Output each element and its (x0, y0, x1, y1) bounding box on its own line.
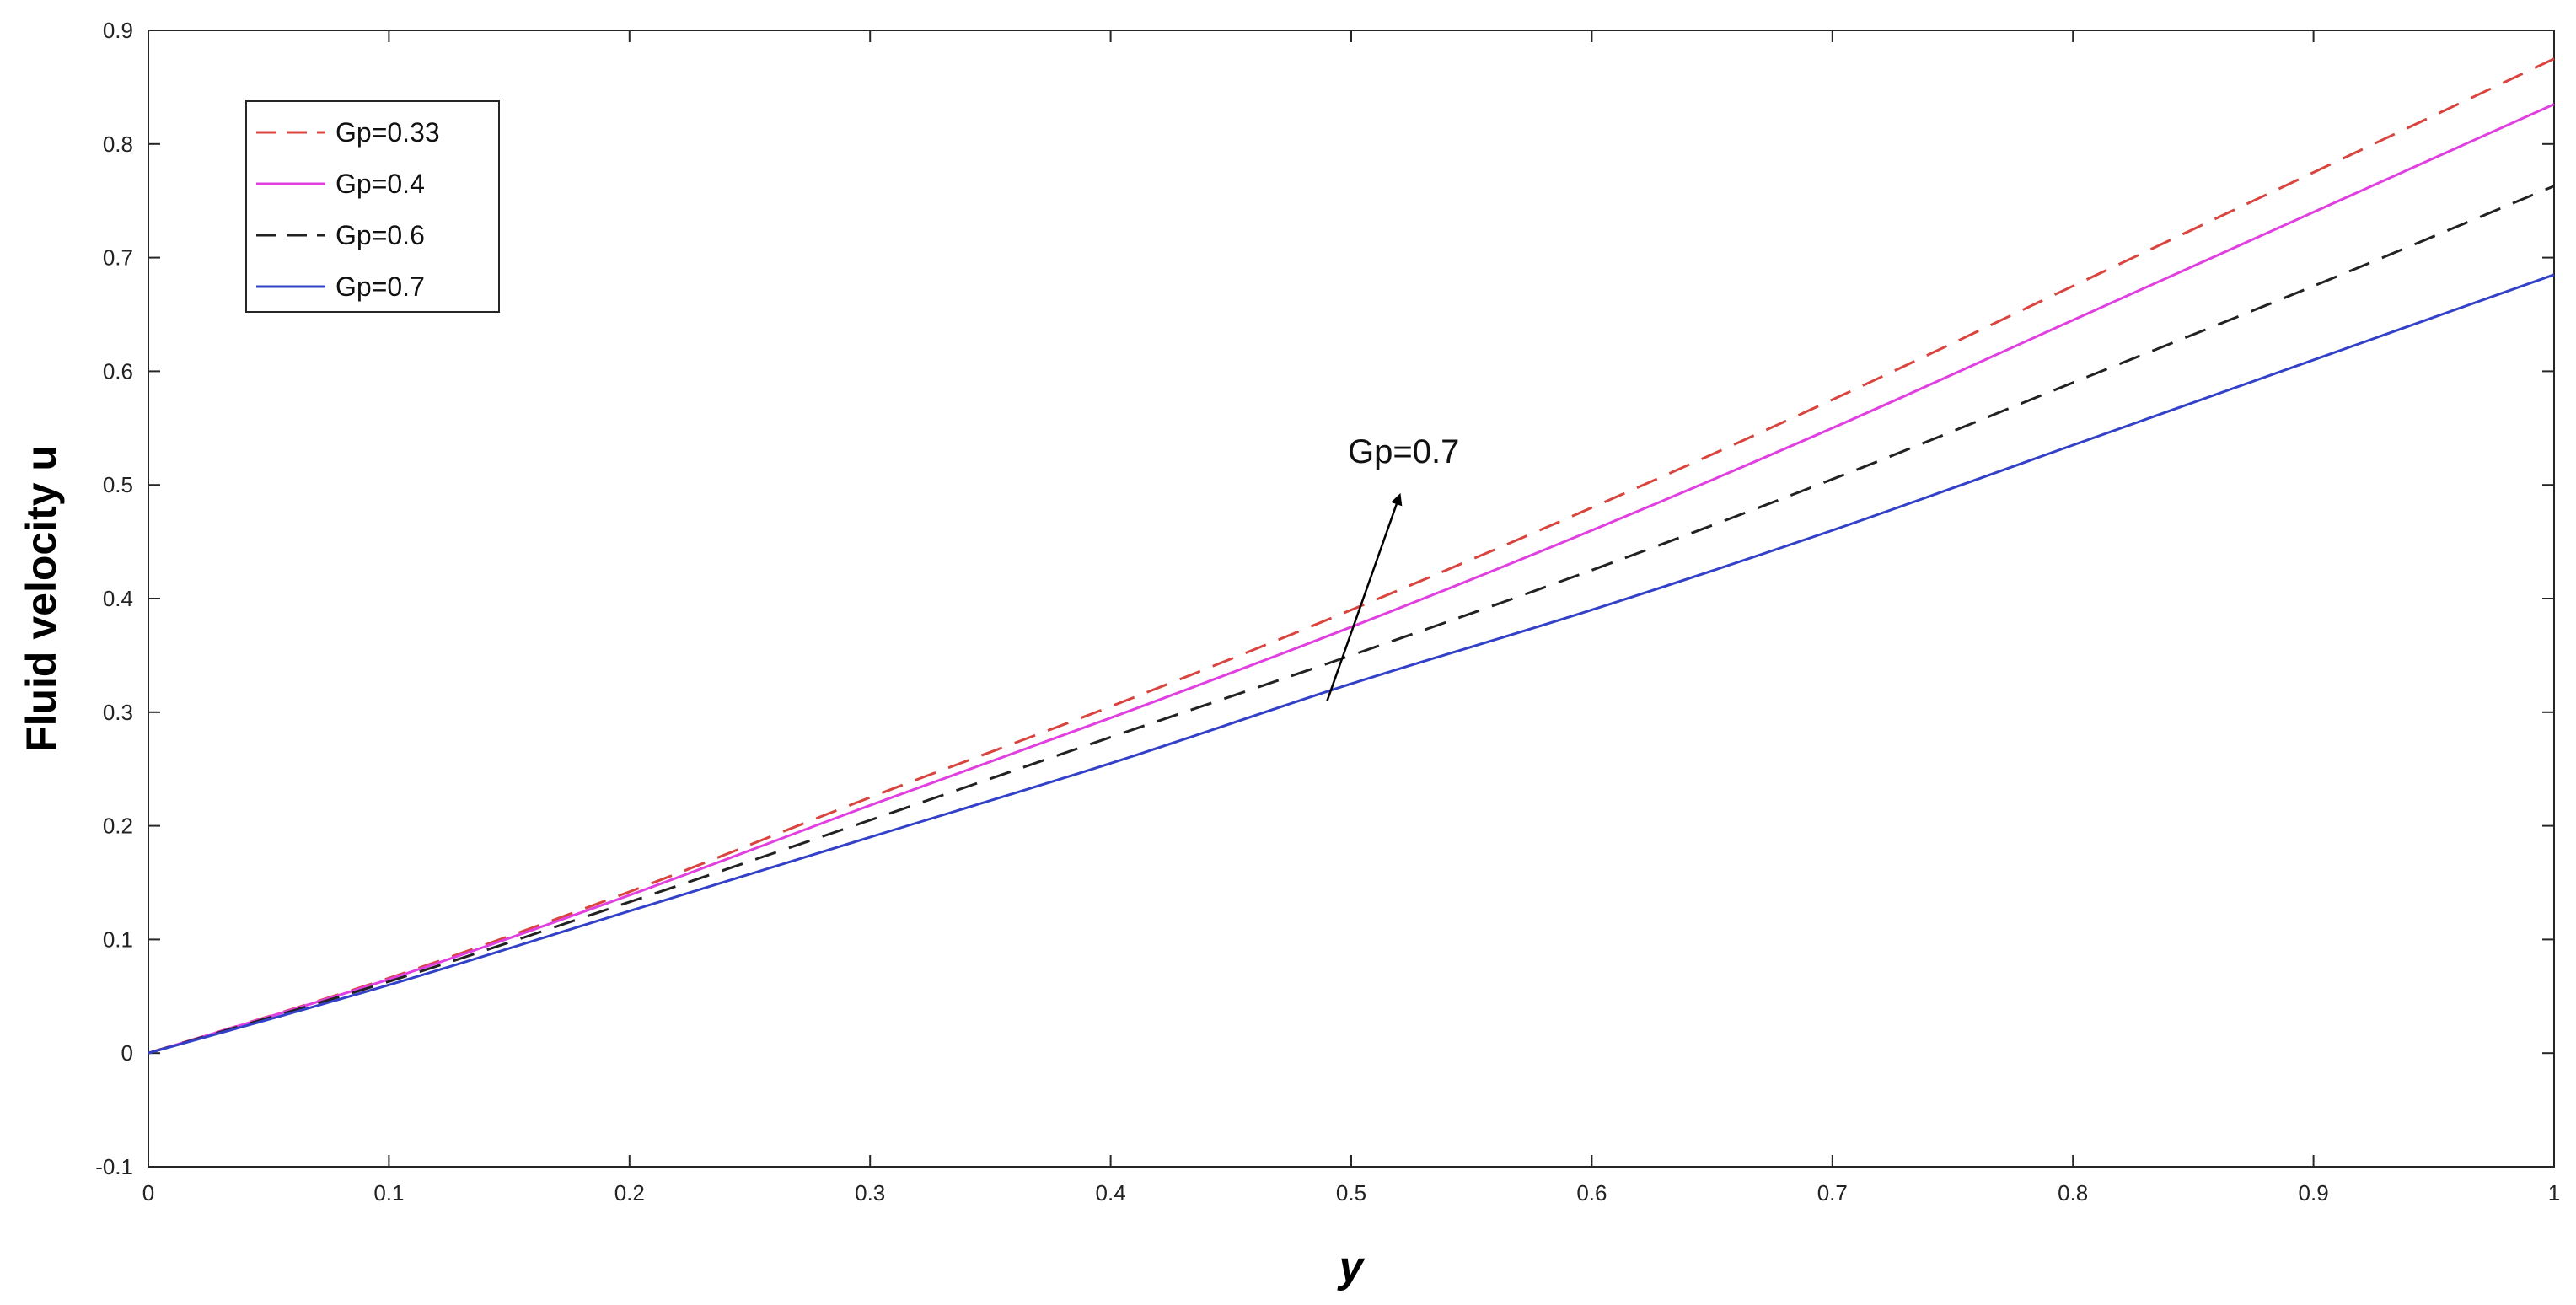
x-tick-label: 0.1 (373, 1180, 404, 1206)
x-tick-label: 0.6 (1576, 1180, 1607, 1206)
x-axis-ticks: 0 0.1 0.2 0.3 0.4 0.5 0.6 0.7 0.8 0.9 1 (142, 30, 2560, 1206)
y-tick-label: 0.4 (103, 586, 133, 611)
legend-label-4: Gp=0.7 (335, 271, 425, 302)
x-tick-label: 0 (142, 1180, 154, 1206)
x-tick-label: 0.9 (2299, 1180, 2329, 1206)
series-line-1 (148, 57, 2555, 1055)
y-tick-label: 0.6 (103, 358, 133, 384)
legend-label-2: Gp=0.4 (335, 169, 425, 199)
legend-label-1: Gp=0.33 (335, 117, 440, 148)
series-line-4 (148, 273, 2555, 1055)
y-tick-label: 0.8 (103, 132, 133, 157)
y-tick-label: -0.1 (95, 1154, 133, 1179)
x-tick-label: 0.7 (1817, 1180, 1848, 1206)
x-tick-label: 0.4 (1096, 1180, 1126, 1206)
y-tick-label: 0.9 (103, 18, 133, 43)
annotation-label: Gp=0.7 (1348, 433, 1459, 470)
series-lines (148, 57, 2555, 1055)
plot-area (148, 30, 2555, 1168)
legend-label-3: Gp=0.6 (335, 220, 425, 250)
legend: Gp=0.33 Gp=0.4 Gp=0.6 Gp=0.7 (245, 100, 500, 313)
x-tick-label: 0.3 (855, 1180, 885, 1206)
y-tick-label: 0.3 (103, 700, 133, 725)
annotation-arrow (1326, 492, 1403, 701)
legend-box (245, 100, 500, 313)
x-tick-label: 0.5 (1336, 1180, 1366, 1206)
y-tick-label: 0 (121, 1040, 133, 1066)
y-tick-label: 0.1 (103, 926, 133, 952)
y-axis-ticks: -0.1 0 0.1 0.2 0.3 0.4 0.5 0.6 0.7 0.8 0.9 (95, 18, 2554, 1179)
x-axis-title: y (1337, 1243, 1366, 1292)
y-tick-label: 0.2 (103, 814, 133, 839)
x-tick-label: 0.8 (2058, 1180, 2088, 1206)
x-tick-label: 1 (2548, 1180, 2560, 1206)
x-tick-label: 0.2 (614, 1180, 645, 1206)
y-tick-label: 0.5 (103, 472, 133, 497)
y-tick-label: 0.7 (103, 245, 133, 271)
series-line-2 (148, 103, 2555, 1055)
y-axis-title: Fluid velocity u (18, 445, 65, 752)
